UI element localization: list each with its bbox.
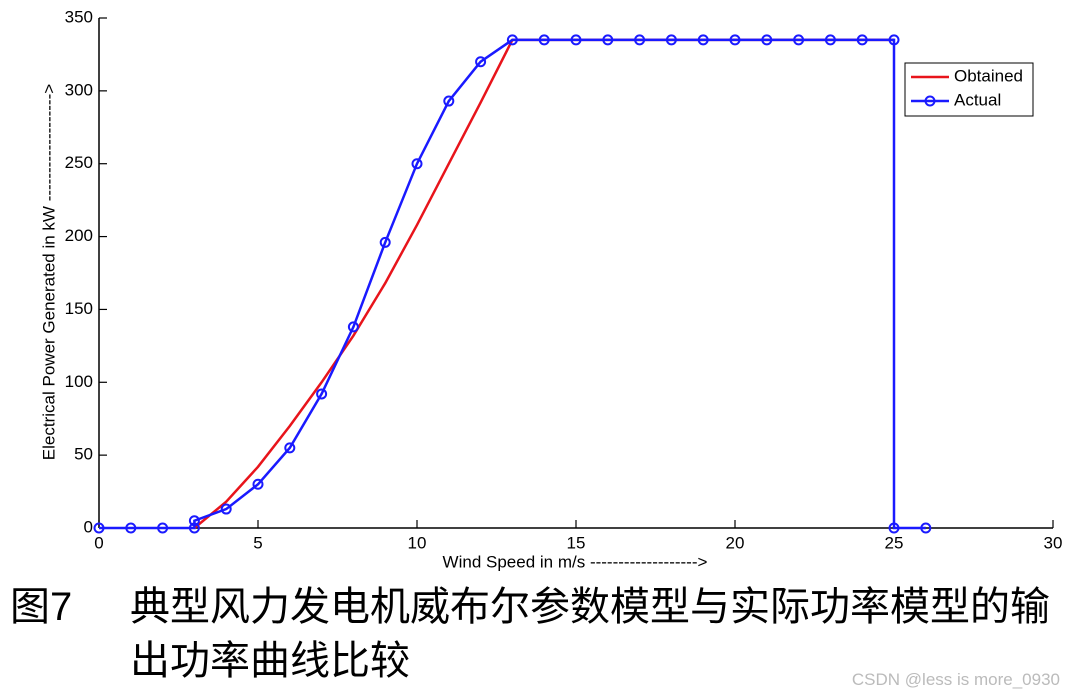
data-point [761, 34, 773, 46]
data-point [538, 34, 550, 46]
x-tick-label: 30 [1044, 533, 1063, 552]
y-tick-label: 350 [65, 7, 93, 26]
data-point [157, 522, 169, 534]
y-tick-label: 200 [65, 226, 93, 245]
data-point [888, 522, 900, 534]
y-tick-label: 300 [65, 80, 93, 99]
data-point [824, 34, 836, 46]
y-axis-title: Electrical Power Generated in kW -------… [39, 84, 58, 460]
x-tick-label: 10 [408, 533, 427, 552]
x-tick-label: 5 [253, 533, 262, 552]
data-point [793, 34, 805, 46]
data-point [443, 95, 455, 107]
data-point [284, 442, 296, 454]
watermark: CSDN @less is more_0930 [851, 670, 1060, 689]
data-point [316, 388, 328, 400]
data-point [856, 34, 868, 46]
data-point [188, 522, 200, 534]
y-tick-label: 0 [84, 517, 93, 536]
legend-marker [924, 95, 936, 107]
series-line [193, 38, 894, 529]
x-tick-label: 0 [94, 533, 103, 552]
y-tick-label: 250 [65, 153, 93, 172]
y-tick-label: 50 [74, 445, 93, 464]
data-point [125, 522, 137, 534]
data-point [475, 56, 487, 68]
data-point [93, 522, 105, 534]
y-tick-label: 100 [65, 372, 93, 391]
chart: Wind Speed in m/s -------------------> E… [39, 7, 1063, 571]
data-point [697, 34, 709, 46]
legend-label: Obtained [954, 66, 1023, 85]
legend-label: Actual [954, 90, 1001, 109]
caption-label: 图7 [10, 585, 73, 629]
series-line [99, 38, 926, 530]
data-point [347, 321, 359, 333]
legend-box [904, 62, 1034, 117]
x-tick-label: 25 [885, 533, 904, 552]
data-point [188, 515, 200, 527]
data-point [602, 34, 614, 46]
data-point [411, 158, 423, 170]
x-axis-title: Wind Speed in m/s -------------------> [443, 552, 708, 571]
caption: 图7 典型风力发电机威布尔参数模型与实际功率模型的输出功率曲线比较 [10, 580, 1070, 688]
x-tick-label: 15 [567, 533, 586, 552]
data-point [634, 34, 646, 46]
data-point [570, 34, 582, 46]
data-point [920, 522, 932, 534]
data-point [888, 34, 900, 46]
data-point [729, 34, 741, 46]
data-point [379, 236, 391, 248]
data-point [220, 503, 232, 515]
y-tick-label: 150 [65, 299, 93, 318]
data-point [665, 34, 677, 46]
data-point [506, 34, 518, 46]
caption-text: 典型风力发电机威布尔参数模型与实际功率模型的输出功率曲线比较 [130, 585, 1050, 683]
x-tick-label: 20 [726, 533, 745, 552]
data-point [252, 478, 264, 490]
